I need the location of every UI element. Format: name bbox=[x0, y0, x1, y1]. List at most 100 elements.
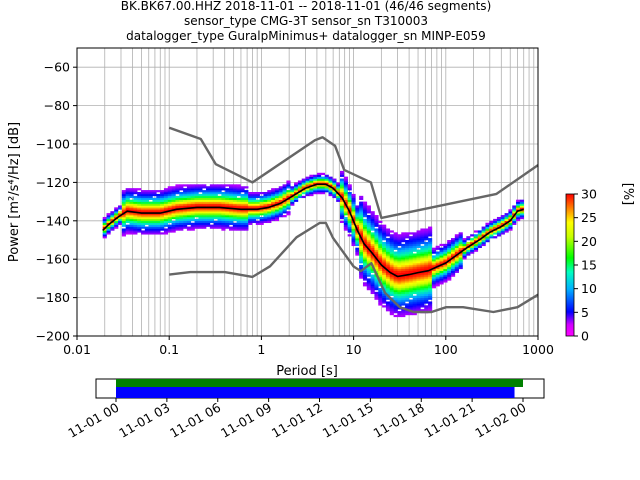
heatmap-cell bbox=[240, 226, 245, 229]
heatmap-cell bbox=[420, 309, 425, 312]
heatmap-cell bbox=[244, 207, 249, 210]
heatmap-cell bbox=[366, 268, 371, 272]
heatmap-cell bbox=[244, 224, 249, 227]
heatmap-cell bbox=[171, 193, 176, 197]
heatmap-cell bbox=[186, 197, 192, 200]
heatmap-cell bbox=[428, 284, 433, 287]
heatmap-cell bbox=[274, 205, 280, 208]
heatmap-cell bbox=[477, 240, 482, 243]
heatmap-cell bbox=[163, 224, 169, 227]
heatmap-cell bbox=[401, 255, 406, 258]
heatmap-cell bbox=[359, 228, 364, 231]
heatmap-cell bbox=[382, 224, 387, 227]
heatmap-cell bbox=[343, 211, 348, 214]
heatmap-cell bbox=[190, 199, 195, 202]
heatmap-cell bbox=[140, 192, 146, 195]
heatmap-cell bbox=[393, 268, 398, 272]
heatmap-cell bbox=[420, 293, 425, 296]
heatmap-cell bbox=[378, 278, 383, 281]
heatmap-cell bbox=[305, 184, 310, 187]
heatmap-cell bbox=[416, 289, 421, 293]
heatmap-cell bbox=[424, 295, 429, 298]
heatmap-cell bbox=[374, 297, 379, 300]
heatmap-cell bbox=[206, 218, 211, 222]
heatmap-cell bbox=[294, 188, 299, 191]
heatmap-cell bbox=[175, 224, 180, 227]
heatmap-cell bbox=[355, 234, 360, 237]
heatmap-cell bbox=[114, 211, 119, 214]
heatmap-cell bbox=[493, 232, 498, 235]
heatmap-cell bbox=[370, 216, 375, 220]
heatmap-cell bbox=[255, 220, 260, 224]
heatmap-cell bbox=[416, 295, 421, 298]
heatmap-cell bbox=[477, 232, 482, 235]
heatmap-cell bbox=[129, 205, 134, 208]
heatmap-cell bbox=[263, 220, 268, 224]
heatmap-cell bbox=[405, 280, 410, 283]
heatmap-cell bbox=[324, 190, 329, 193]
heatmap-cell bbox=[412, 236, 417, 239]
heatmap-cell bbox=[232, 186, 237, 189]
heatmap-cell bbox=[435, 268, 440, 272]
heatmap-cell bbox=[519, 205, 525, 208]
heatmap-cell bbox=[160, 193, 165, 197]
heatmap-cell bbox=[473, 243, 479, 247]
heatmap-cell bbox=[248, 199, 253, 202]
heatmap-cell bbox=[382, 272, 387, 275]
heatmap-cell bbox=[251, 199, 257, 202]
heatmap-cell bbox=[393, 272, 398, 275]
heatmap-cell bbox=[343, 228, 348, 231]
heatmap-cell bbox=[412, 274, 417, 277]
heatmap-cell bbox=[412, 289, 417, 293]
heatmap-cell bbox=[412, 286, 417, 289]
heatmap-cell bbox=[389, 261, 394, 264]
heatmap-cell bbox=[148, 230, 153, 233]
heatmap-cell bbox=[148, 195, 153, 199]
heatmap-cell bbox=[424, 230, 429, 233]
heatmap-cell bbox=[351, 236, 356, 239]
heatmap-cell bbox=[309, 176, 314, 179]
heatmap-cell bbox=[129, 199, 134, 202]
heatmap-cell bbox=[412, 295, 417, 298]
heatmap-cell bbox=[213, 224, 218, 227]
heatmap-cell bbox=[340, 209, 345, 212]
heatmap-cell bbox=[401, 263, 406, 266]
heatmap-cell bbox=[435, 272, 440, 275]
heatmap-cell bbox=[125, 203, 130, 206]
heatmap-cell bbox=[516, 201, 521, 204]
heatmap-cell bbox=[320, 192, 325, 195]
heatmap-cell bbox=[301, 192, 306, 195]
heatmap-cell bbox=[152, 220, 157, 224]
heatmap-cell bbox=[485, 238, 490, 241]
heatmap-cell bbox=[225, 218, 230, 222]
heatmap-cell bbox=[217, 195, 222, 199]
heatmap-cell bbox=[416, 245, 421, 248]
heatmap-cell bbox=[206, 193, 211, 197]
heatmap-cell bbox=[190, 228, 195, 231]
heatmap-cell bbox=[148, 193, 153, 197]
heatmap-cell bbox=[125, 228, 130, 231]
heatmap-cell bbox=[194, 184, 199, 187]
heatmap-cell bbox=[408, 288, 414, 291]
heatmap-cell bbox=[374, 216, 379, 220]
heatmap-cell bbox=[477, 234, 482, 237]
heatmap-cell bbox=[213, 220, 218, 224]
heatmap-cell bbox=[439, 272, 444, 275]
heatmap-cell bbox=[470, 249, 475, 252]
heatmap-cell bbox=[401, 291, 406, 295]
heatmap-cell bbox=[431, 274, 436, 277]
heatmap-cell bbox=[454, 247, 459, 250]
heatmap-cell bbox=[144, 226, 149, 229]
heatmap-cell bbox=[221, 209, 226, 212]
heatmap-cell bbox=[466, 247, 471, 250]
heatmap-cell bbox=[278, 190, 283, 193]
heatmap-cell bbox=[152, 226, 157, 229]
heatmap-cell bbox=[286, 213, 291, 216]
heatmap-cell bbox=[519, 216, 525, 220]
heatmap-cell bbox=[244, 199, 249, 202]
heatmap-cell bbox=[385, 286, 391, 289]
heatmap-cell bbox=[397, 272, 402, 275]
heatmap-cell bbox=[152, 213, 157, 216]
heatmap-cell bbox=[435, 253, 440, 256]
heatmap-cell bbox=[382, 245, 387, 248]
